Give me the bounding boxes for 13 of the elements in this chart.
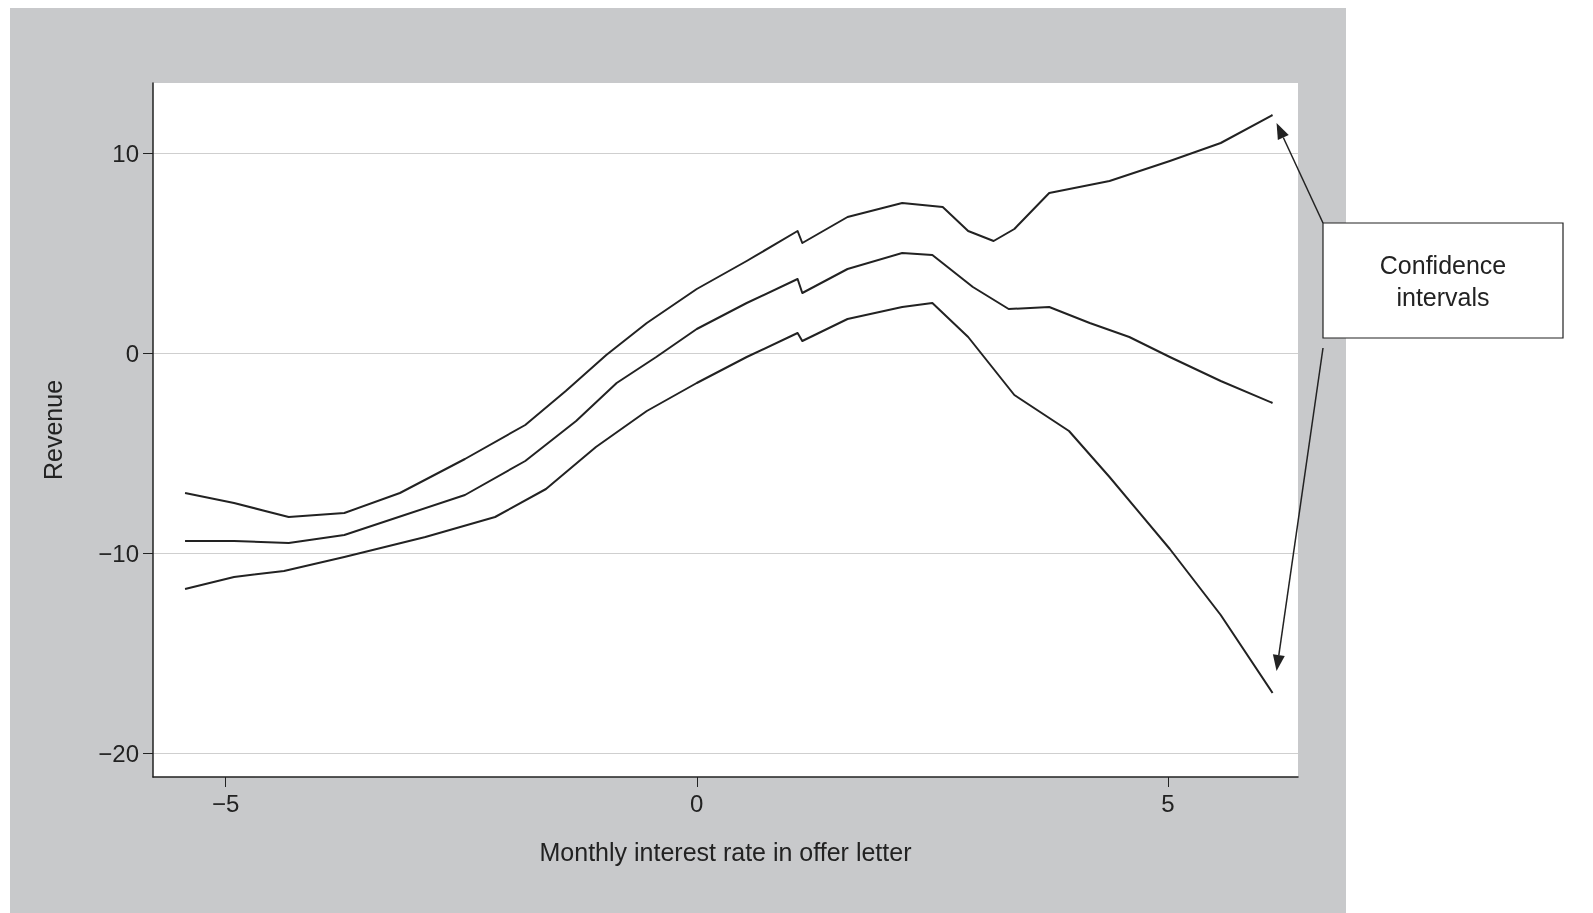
- y-tick-label: −10: [98, 539, 139, 567]
- y-axis-title: Revenue: [38, 379, 67, 481]
- x-tick-label: 0: [690, 789, 704, 817]
- y-tick-label: 10: [112, 139, 139, 167]
- text: Confidence intervals: [1379, 250, 1507, 311]
- y-tick-label: 0: [125, 339, 139, 367]
- x-tick-label: 5: [1161, 789, 1175, 817]
- x-tick-label: −5: [211, 789, 240, 817]
- line-series: [184, 252, 1274, 544]
- line-series: [184, 302, 1274, 694]
- line-series: [184, 114, 1274, 518]
- x-axis-title: Monthly interest rate in offer letter: [539, 837, 912, 866]
- y-tick-label: −20: [98, 739, 139, 767]
